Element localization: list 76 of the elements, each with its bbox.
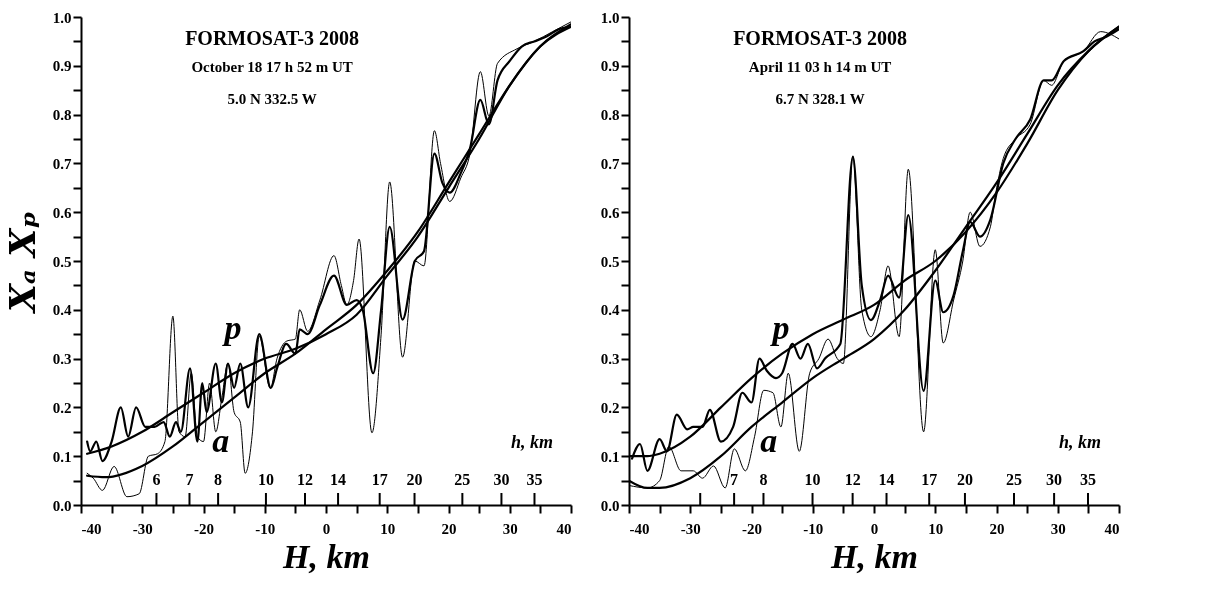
x2-tick-label: 10 (804, 471, 821, 488)
x2-tick-label: 14 (878, 471, 895, 488)
x-tick-label: -20 (742, 520, 762, 537)
annotation: a (212, 421, 230, 459)
x2-tick-label: 25 (1006, 471, 1023, 488)
x-tick-label: 0 (870, 520, 879, 537)
y-tick-label: 0.5 (52, 253, 72, 270)
x-tick-label: 10 (380, 520, 396, 537)
x-tick-label: 0 (322, 520, 331, 537)
text: October 18 17 h 52 m UT (191, 59, 353, 75)
x-tick-label: -30 (680, 520, 701, 537)
y-tick-label: 0.2 (600, 399, 620, 416)
x-tick-label: 40 (1104, 520, 1120, 537)
x2-tick-label: 8 (759, 471, 768, 488)
x-tick-label: -10 (255, 520, 276, 537)
annotation: 6.7 N 328.1 W (775, 91, 865, 107)
x-tick-label: 10 (928, 520, 944, 537)
text: FORMOSAT-3 2008 (733, 27, 908, 49)
y-tick-label: 0.4 (600, 302, 620, 319)
y-tick-label: 0.8 (52, 107, 72, 124)
x-tick-label: -40 (81, 520, 102, 537)
x2-tick-label: 30 (1046, 471, 1063, 488)
annotation: p (769, 309, 790, 347)
y-axis-title: Xₐ Xₚ (0, 210, 43, 315)
x2-axis-title: h, km (1058, 432, 1101, 452)
x2-tick-label: 35 (526, 471, 543, 488)
x-tick-label: 30 (502, 520, 518, 537)
x-tick-label: -20 (194, 520, 214, 537)
y-tick-label: 0.3 (600, 351, 620, 368)
x2-tick-label: 12 (297, 471, 314, 488)
x2-tick-label: 17 (371, 471, 388, 488)
x2-tick-label: 35 (1080, 471, 1096, 488)
x2-tick-label: 17 (921, 471, 938, 488)
x2-tick-label: 20 (406, 471, 423, 488)
x-tick-label: 40 (556, 520, 572, 537)
x2-tick-label: 20 (956, 471, 973, 488)
y-tick-label: 0.2 (52, 399, 72, 416)
y-tick-label: 0.0 (52, 497, 72, 514)
x-tick-label: -40 (629, 520, 650, 537)
x2-tick-label: 7 (730, 471, 739, 488)
x-tick-label: 20 (441, 520, 457, 537)
y-tick-label: 0.3 (52, 351, 72, 368)
y-tick-label: 0.1 (600, 448, 620, 465)
x-axis-title: H, km (830, 537, 918, 575)
x2-tick-label: 25 (454, 471, 471, 488)
y-tick-label: 0.6 (600, 204, 620, 221)
y-tick-label: 0.7 (52, 155, 72, 172)
x2-axis-title: h, km (510, 432, 553, 452)
annotation: a (760, 421, 778, 459)
x2-tick-label: 14 (330, 471, 347, 488)
annotation: p (221, 309, 242, 347)
x-tick-label: 30 (1050, 520, 1066, 537)
y-tick-label: 0.5 (600, 253, 620, 270)
y-tick-label: 0.1 (52, 448, 72, 465)
x2-tick-label: 7 (185, 471, 194, 488)
x2-tick-label: 6 (152, 471, 161, 488)
y-tick-label: 0.8 (600, 107, 620, 124)
text: FORMOSAT-3 2008 (185, 27, 360, 49)
annotation: 5.0 N 332.5 W (227, 91, 317, 107)
y-tick-label: 0.6 (52, 204, 72, 221)
x-axis-title: H, km (282, 537, 370, 575)
x2-tick-label: 30 (493, 471, 510, 488)
x-tick-label: 20 (989, 520, 1005, 537)
y-tick-label: 0.4 (52, 302, 72, 319)
y-tick-label: 0.9 (600, 58, 620, 75)
y-tick-label: 0.7 (600, 155, 620, 172)
y-tick-label: 1.0 (600, 9, 620, 26)
x-tick-label: -10 (803, 520, 824, 537)
y-tick-label: 0.0 (600, 497, 620, 514)
text: April 11 03 h 14 m UT (748, 59, 892, 75)
x-tick-label: -30 (132, 520, 153, 537)
x2-tick-label: 8 (214, 471, 223, 488)
y-tick-label: 1.0 (52, 9, 72, 26)
x2-tick-label: 10 (257, 471, 274, 488)
y-tick-label: 0.9 (52, 58, 72, 75)
x2-tick-label: 12 (844, 471, 861, 488)
